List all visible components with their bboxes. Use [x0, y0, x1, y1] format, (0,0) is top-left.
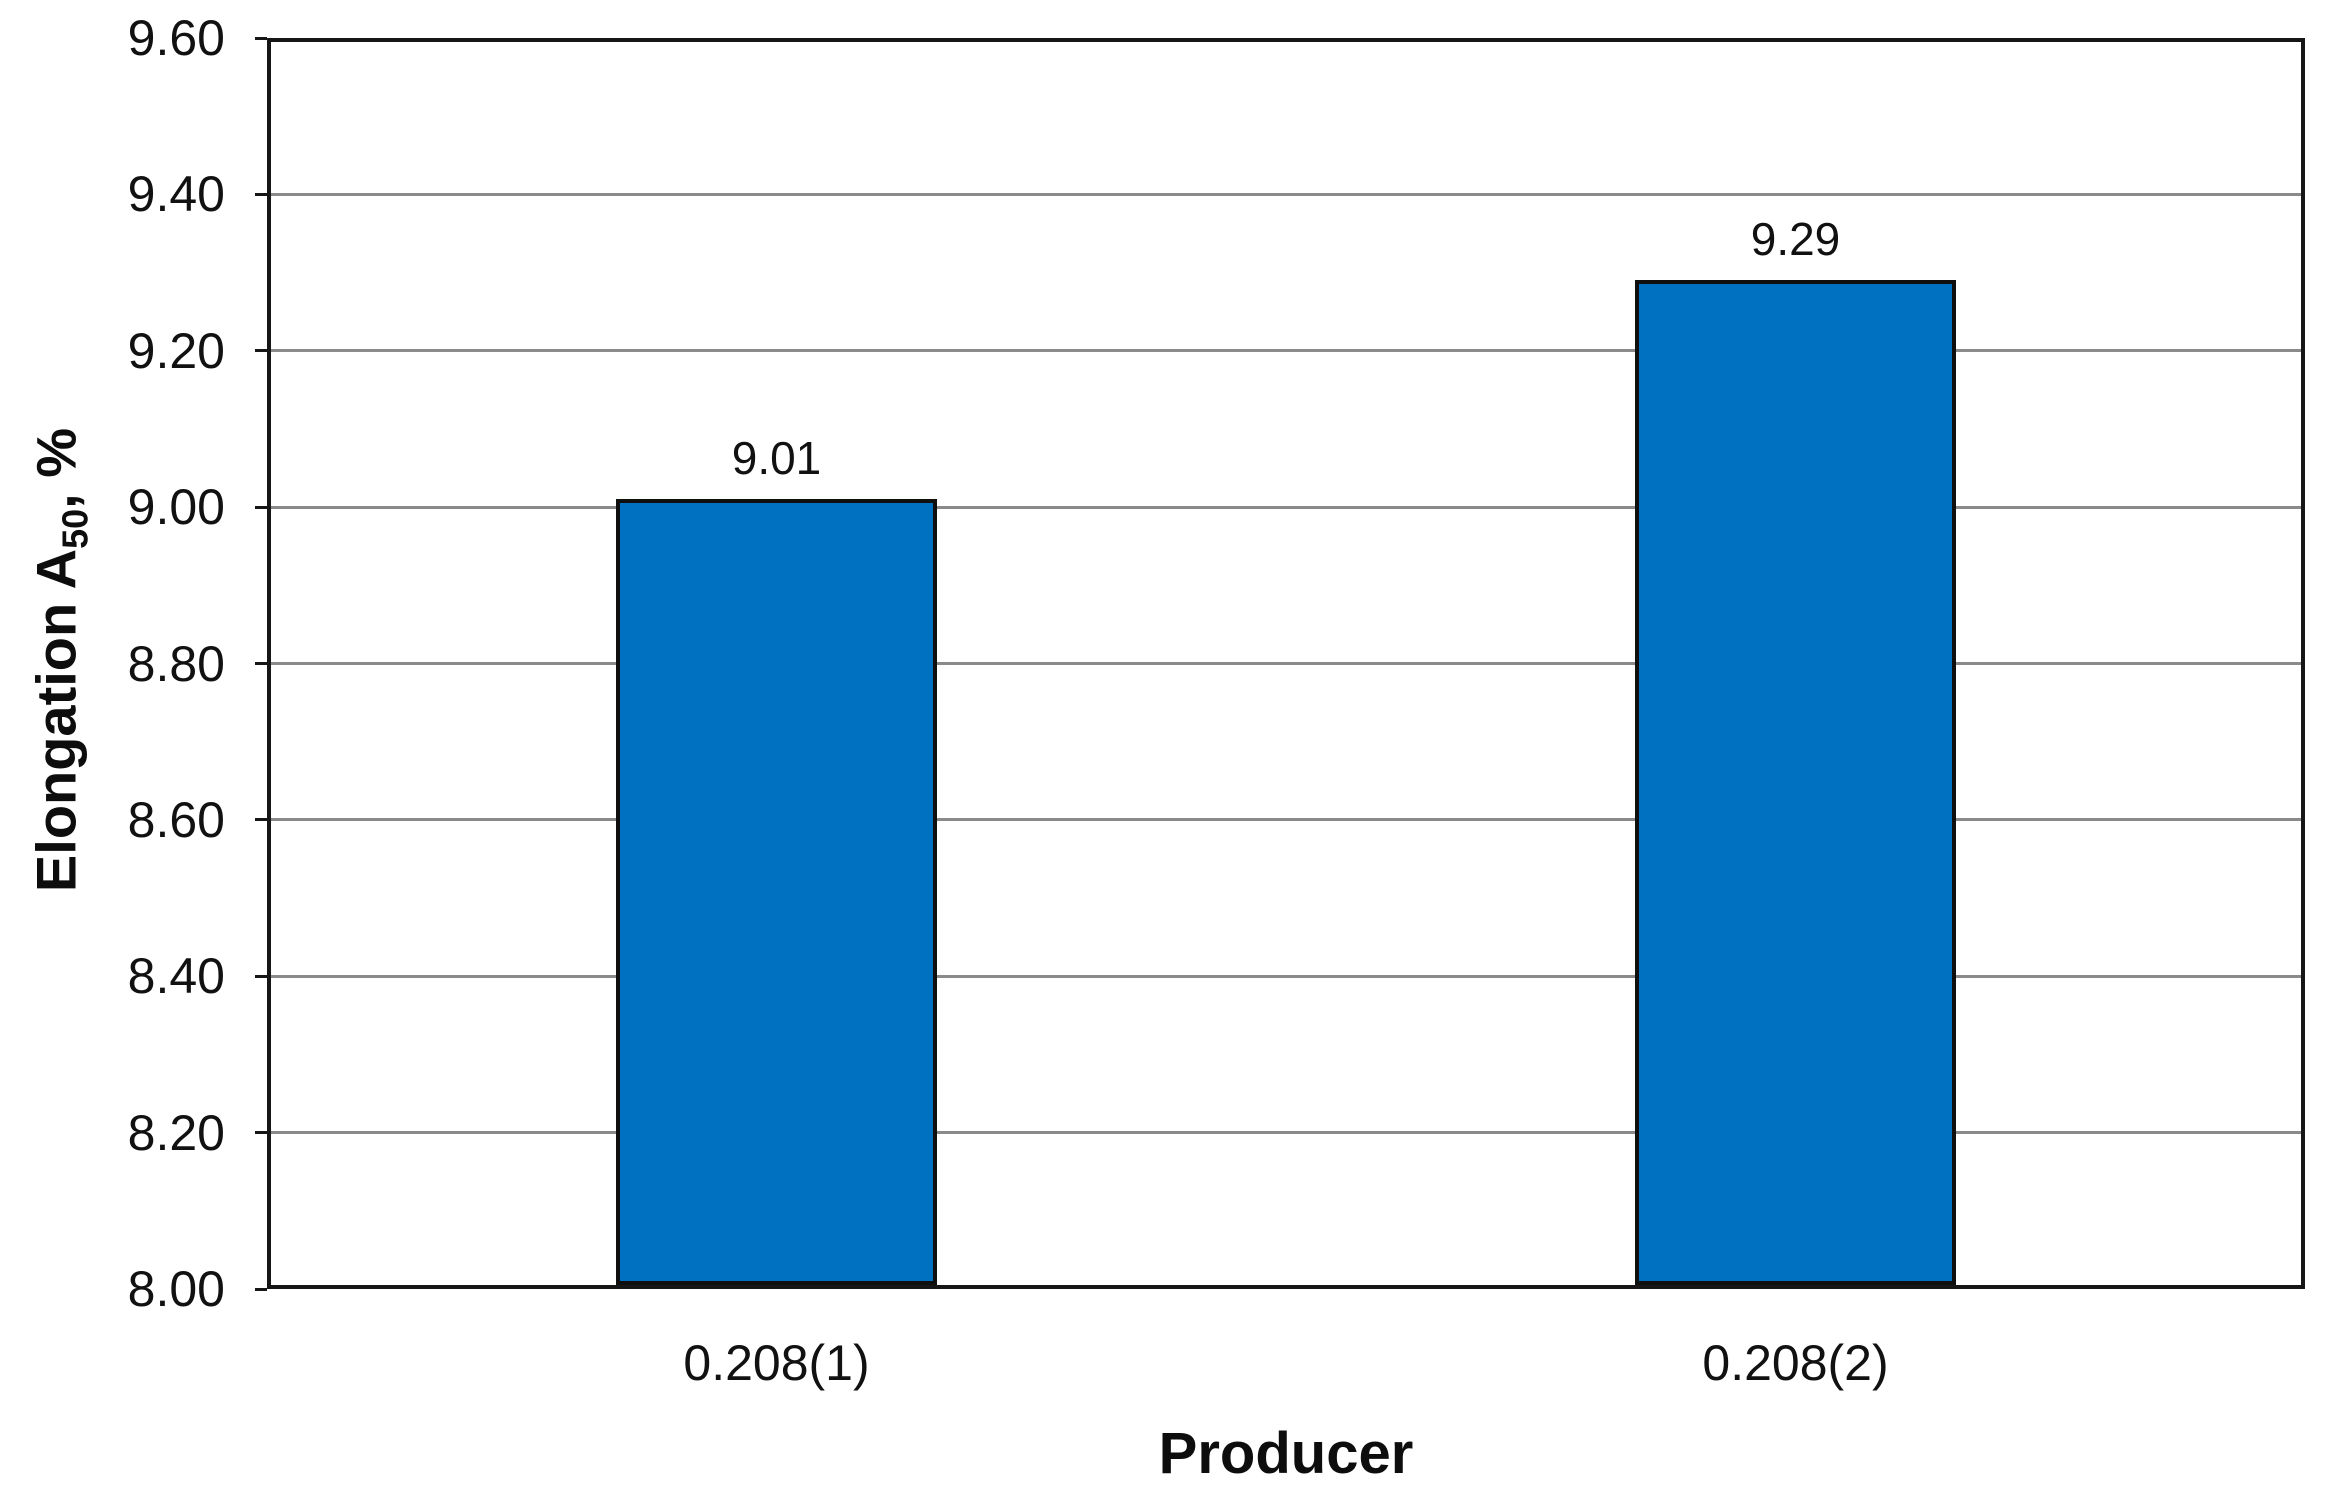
gridline: [271, 349, 2301, 353]
y-axis-tick-mark: [255, 36, 267, 40]
y-axis-tick-mark: [255, 1287, 267, 1291]
y-axis-tick-label: 8.00: [127, 1261, 225, 1317]
plot-area: [267, 38, 2305, 1289]
y-axis-tick-mark: [255, 192, 267, 196]
bar-data-label: 9.01: [731, 432, 822, 485]
y-axis-tick-label: 9.20: [127, 322, 225, 379]
gridline: [271, 662, 2301, 665]
bar-0.208(1): [616, 499, 937, 1285]
y-axis-tick-mark: [255, 974, 267, 978]
y-axis-tick-label: 9.00: [127, 479, 225, 536]
bar-data-label: 9.29: [1750, 213, 1841, 266]
y-axis-tick-label: 9.60: [127, 10, 225, 66]
y-axis-tick-mark: [255, 505, 267, 509]
y-axis-tick-label: 8.80: [127, 635, 225, 692]
y-axis-tick-mark: [255, 1131, 267, 1135]
gridline: [271, 505, 2301, 509]
y-axis-tick-label: 8.20: [127, 1104, 225, 1161]
gridline: [271, 974, 2301, 978]
gridline: [271, 1131, 2301, 1135]
y-axis-tick-label: 8.40: [127, 948, 225, 1005]
gridline: [271, 192, 2301, 196]
y-axis-tick-mark: [255, 818, 267, 822]
gridline: [271, 818, 2301, 822]
x-axis-title: Producer: [1158, 1421, 1414, 1486]
y-axis-tick-label: 8.60: [127, 791, 225, 848]
x-axis-tick-label: 0.208(1): [683, 1335, 870, 1391]
y-axis-tick-label: 9.40: [127, 166, 225, 223]
y-axis-tick-mark: [255, 349, 267, 353]
x-axis-tick-label: 0.208(2): [1702, 1335, 1889, 1391]
bar-0.208(2): [1635, 280, 1956, 1285]
y-axis-tick-mark: [255, 662, 267, 665]
